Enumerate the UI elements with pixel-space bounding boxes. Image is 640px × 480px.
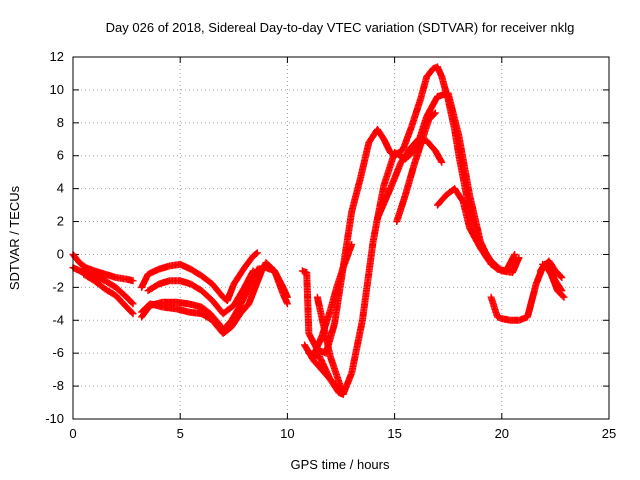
series-track-7 <box>138 259 291 337</box>
y-tick-label: -8 <box>52 378 64 393</box>
series-track <box>81 271 136 317</box>
series-track-13 <box>393 109 439 226</box>
x-tick-label: 5 <box>177 426 184 441</box>
x-tick-label: 15 <box>387 426 401 441</box>
series-track-11 <box>309 241 356 360</box>
x-tick-label: 10 <box>280 426 294 441</box>
y-tick-label: 4 <box>57 181 64 196</box>
series-track <box>138 250 260 304</box>
y-tick-label: -4 <box>52 312 64 327</box>
series-track <box>540 261 565 293</box>
series-track <box>139 260 291 336</box>
y-axis-label: SDTVAR / TECUs <box>7 185 22 290</box>
y-tick-label: -10 <box>45 411 64 426</box>
plot-frame <box>72 56 610 420</box>
series-track <box>70 252 136 284</box>
chart-title: Day 026 of 2018, Sidereal Day-to-day VTE… <box>106 20 575 35</box>
y-tick-label: 12 <box>50 49 64 64</box>
data-points <box>69 63 568 398</box>
series-track-1 <box>69 250 137 285</box>
series-track-4 <box>138 249 261 305</box>
series-track <box>310 242 355 359</box>
y-tick-label: 2 <box>57 214 64 229</box>
y-tick-label: 6 <box>57 148 64 163</box>
x-tick-label: 0 <box>69 426 76 441</box>
series-track <box>393 110 438 224</box>
series-track-17 <box>539 260 566 295</box>
y-tick-label: 10 <box>50 82 64 97</box>
series-track-14 <box>433 185 519 275</box>
series-track-3 <box>80 270 137 318</box>
x-axis-label: GPS time / hours <box>291 457 390 472</box>
series-track <box>145 268 256 317</box>
x-tick-label: 20 <box>495 426 509 441</box>
y-tick-label: 0 <box>57 246 64 261</box>
x-tick-label: 25 <box>602 426 616 441</box>
series-track-5 <box>144 267 257 318</box>
y-tick-label: -6 <box>52 345 64 360</box>
y-tick-label: -2 <box>52 279 64 294</box>
series-track <box>434 186 518 275</box>
y-tick-label: 8 <box>57 115 64 130</box>
